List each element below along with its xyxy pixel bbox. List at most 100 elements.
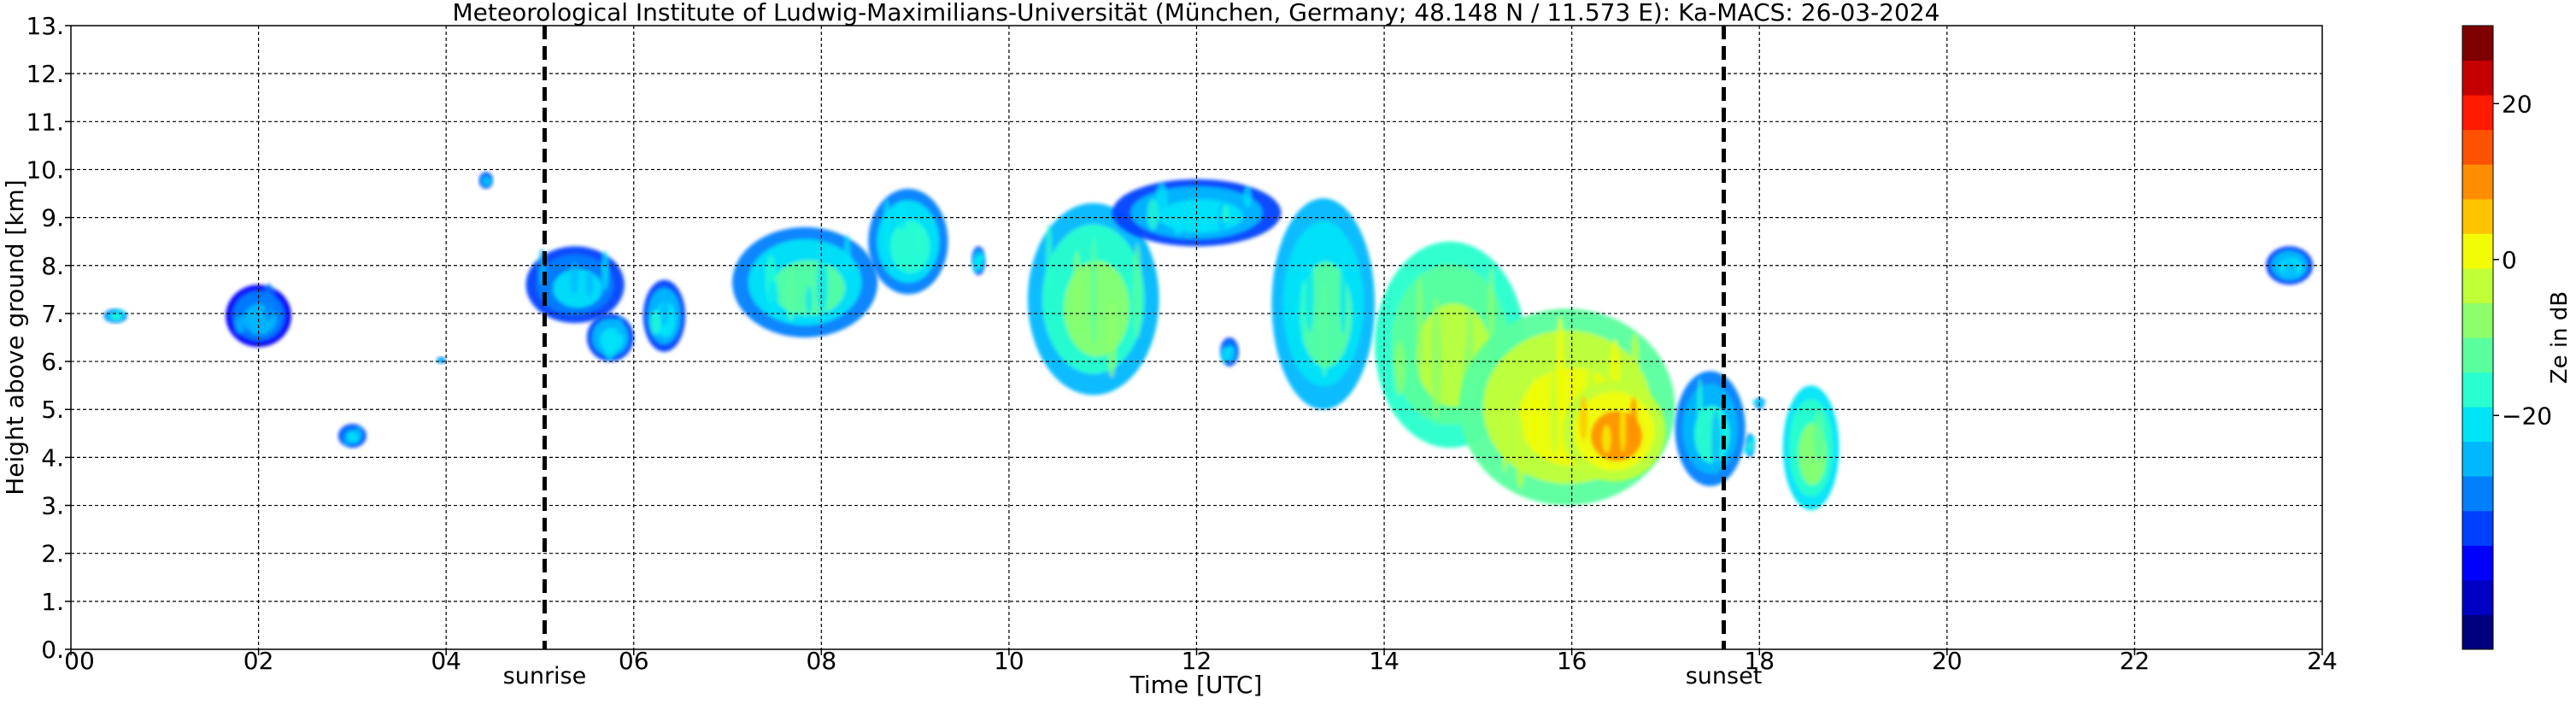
chart-title: Meteorological Institute of Ludwig-Maxim… (452, 0, 1939, 26)
colorbar-step (2462, 95, 2493, 131)
echo-streak (1416, 276, 1423, 381)
echo-streak (1749, 436, 1756, 443)
y-tick-label: 8. (41, 252, 64, 280)
y-tick-label: 7. (41, 300, 64, 328)
echo-region (525, 246, 625, 324)
echo-streak (251, 307, 258, 336)
echo-streak (1531, 375, 1538, 452)
echo-region (586, 313, 634, 362)
echo-region (868, 188, 948, 295)
plot-area (70, 25, 2323, 650)
x-tick-label: 06 (619, 647, 649, 675)
echo-streak (1305, 255, 1314, 332)
echo-streak (660, 296, 669, 326)
echo-region (1271, 198, 1376, 410)
echo-region (103, 308, 127, 324)
echo-streak (1630, 332, 1640, 394)
echo-region (1782, 385, 1840, 511)
x-tick-label: 04 (431, 647, 461, 675)
sunset-label: sunset (1686, 663, 1763, 689)
y-axis-label: Height above ground [km] (1, 179, 29, 496)
echo-region (337, 424, 367, 449)
colorbar-tick-label: −20 (2502, 402, 2552, 430)
colorbar-frame (2462, 25, 2494, 650)
echo-streak (767, 279, 779, 318)
echo-streak (1340, 253, 1347, 335)
echo-streak (601, 250, 609, 290)
colorbar-ticks: −20 0 20 (2493, 90, 2552, 430)
echo-streak (1147, 198, 1159, 231)
echo-streak (1300, 279, 1306, 344)
x-tick-label: 24 (2307, 647, 2338, 675)
colorbar-step (2462, 510, 2493, 546)
echo-streak (883, 199, 891, 255)
echo-streak (915, 226, 924, 254)
y-tick-label: 2. (41, 540, 64, 568)
colorbar-step (2462, 545, 2493, 581)
echo-streak (1813, 410, 1825, 462)
echo-streak (1106, 298, 1117, 378)
echo-streak (570, 261, 578, 295)
grid-lines (71, 26, 2322, 649)
echo-streak (1430, 297, 1442, 419)
echo-streak (355, 425, 362, 441)
echo-streak (971, 255, 980, 273)
echo-streak (1133, 243, 1142, 339)
colorbar: −20 0 20 Ze in dB (2462, 25, 2573, 650)
echo-streak (108, 314, 114, 320)
x-tick-label: 08 (807, 647, 837, 675)
y-tick-label: 5. (41, 396, 64, 424)
colorbar-step (2462, 233, 2493, 269)
echo-streak (1172, 207, 1183, 236)
echo-streak (486, 179, 493, 185)
echo-region (732, 226, 878, 337)
echo-streak (1045, 223, 1053, 292)
echo-streak (1556, 315, 1564, 429)
echo-region (1675, 371, 1746, 487)
x-tick-label: 18 (1744, 647, 1775, 675)
echo-streak (1394, 341, 1405, 396)
colorbar-step (2462, 476, 2493, 512)
echo-streak (1243, 186, 1252, 208)
echo-region (1562, 380, 1666, 482)
y-axis: 0. 1. 2. 3. 4. 5. 6. 7. 8. 9. 10. 11. 12. 13. (26, 12, 71, 664)
echo-streak (235, 315, 245, 334)
y-tick-label: 9. (41, 204, 64, 232)
sunrise-label: sunrise (503, 663, 587, 689)
echo-streak (1758, 399, 1767, 403)
colorbar-tick-label: 0 (2502, 246, 2517, 274)
echo-streak (585, 269, 594, 296)
y-tick-label: 3. (41, 492, 64, 520)
colorbar-scale (2462, 26, 2493, 650)
echo-streak (2284, 259, 2291, 279)
colorbar-step (2462, 579, 2493, 615)
echo-streak (649, 310, 660, 336)
echo-streak (1155, 183, 1168, 214)
x-tick-label: 16 (1557, 647, 1587, 675)
colorbar-step (2462, 129, 2493, 165)
echo-streak (843, 234, 851, 281)
echo-streak (114, 309, 126, 317)
echo-streak (785, 267, 796, 320)
colorbar-step (2462, 407, 2493, 443)
echo-region (2266, 246, 2314, 285)
colorbar-tick-label: 20 (2502, 90, 2532, 118)
echo-streak (604, 335, 616, 361)
echo-streak (977, 253, 986, 261)
echo-streak (1711, 410, 1721, 477)
echo-streak (1220, 347, 1229, 364)
x-tick-label: 14 (1369, 647, 1399, 675)
echo-streak (1072, 250, 1081, 336)
echo-streak (1200, 207, 1206, 233)
echo-streak (1579, 395, 1588, 441)
echo-streak (1743, 447, 1752, 455)
echo-streak (817, 254, 828, 315)
echo-streak (615, 317, 624, 336)
y-tick-label: 13. (26, 12, 64, 40)
echo-region (1219, 337, 1239, 367)
colorbar-step (2462, 198, 2493, 234)
echo-region (478, 172, 494, 189)
echo-streak (2290, 261, 2297, 280)
echo-streak (1515, 416, 1525, 489)
y-tick-label: 10. (26, 155, 64, 184)
